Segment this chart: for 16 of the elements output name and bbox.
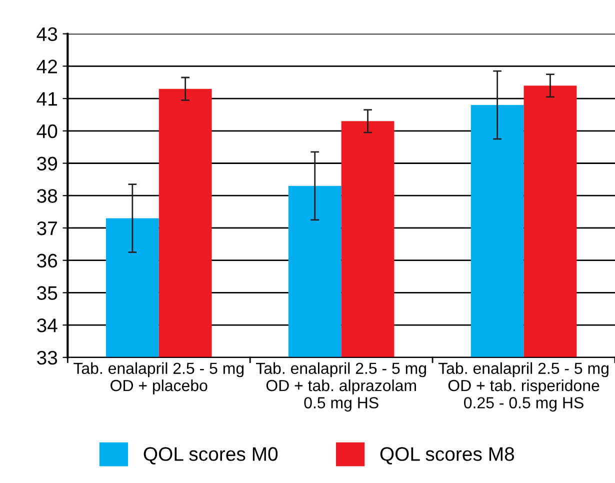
y-tick-label: 35 (37, 286, 58, 300)
x-tick-label: Tab. enalapril 2.5 - 5 mg OD + tab. alprazolam 0.5 mg HS (256, 362, 426, 412)
y-tick-label: 41 (36, 92, 57, 106)
y-tick-label: 36 (37, 254, 58, 268)
y-tick-label: 43 (36, 27, 58, 42)
legend-label: QOL scores M0 (144, 447, 278, 464)
x-tick-label: Tab. enalapril 2.5 - 5 mg OD + placebo (74, 362, 244, 394)
y-tick-label: 33 (37, 350, 58, 365)
x-tick-label: Tab. enalapril 2.5 - 5 mg OD + tab. risperidone 0.25 - 0.5 mg HS (438, 362, 608, 412)
y-tick-label: 40 (36, 124, 58, 138)
y-tick-label: 39 (37, 156, 58, 170)
y-tick-label: 37 (37, 221, 57, 236)
y-tick-label: 34 (37, 318, 58, 332)
legend-label: QOL scores M8 (380, 447, 514, 464)
y-tick-label: 38 (37, 189, 58, 203)
y-tick-label: 42 (36, 60, 57, 74)
